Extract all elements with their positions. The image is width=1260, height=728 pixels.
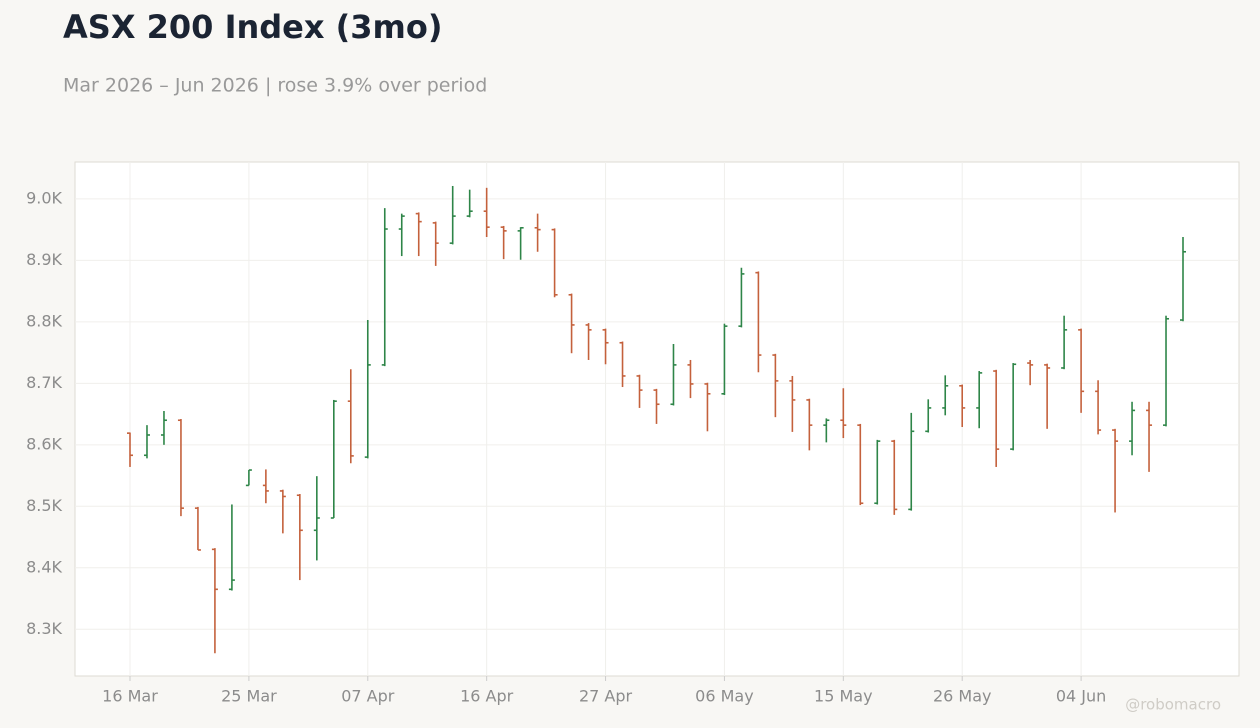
x-tick-label: 06 May [695,687,754,706]
y-tick-label: 9.0K [26,188,62,207]
y-tick-label: 8.3K [26,619,62,638]
watermark: @robomacro [1125,696,1221,714]
chart-subtitle: Mar 2026 – Jun 2026 | rose 3.9% over per… [63,75,487,97]
x-tick-label: 15 May [814,687,873,706]
x-tick-label: 26 May [933,687,992,706]
x-tick-label: 25 Mar [221,687,277,706]
y-tick-label: 8.7K [26,373,62,392]
y-tick-label: 8.8K [26,311,62,330]
y-tick-label: 8.6K [26,434,62,453]
marks [127,185,1186,654]
chart-title: ASX 200 Index (3mo) [63,8,442,46]
y-tick-label: 8.4K [26,557,62,576]
x-tick-label: 27 Apr [579,687,633,706]
y-tick-label: 8.5K [26,496,62,515]
x-tick-label: 07 Apr [341,687,395,706]
x-tick-label: 16 Mar [102,687,158,706]
x-tick-label: 04 Jun [1056,687,1106,706]
y-tick-label: 8.9K [26,250,62,269]
x-tick-label: 16 Apr [460,687,514,706]
